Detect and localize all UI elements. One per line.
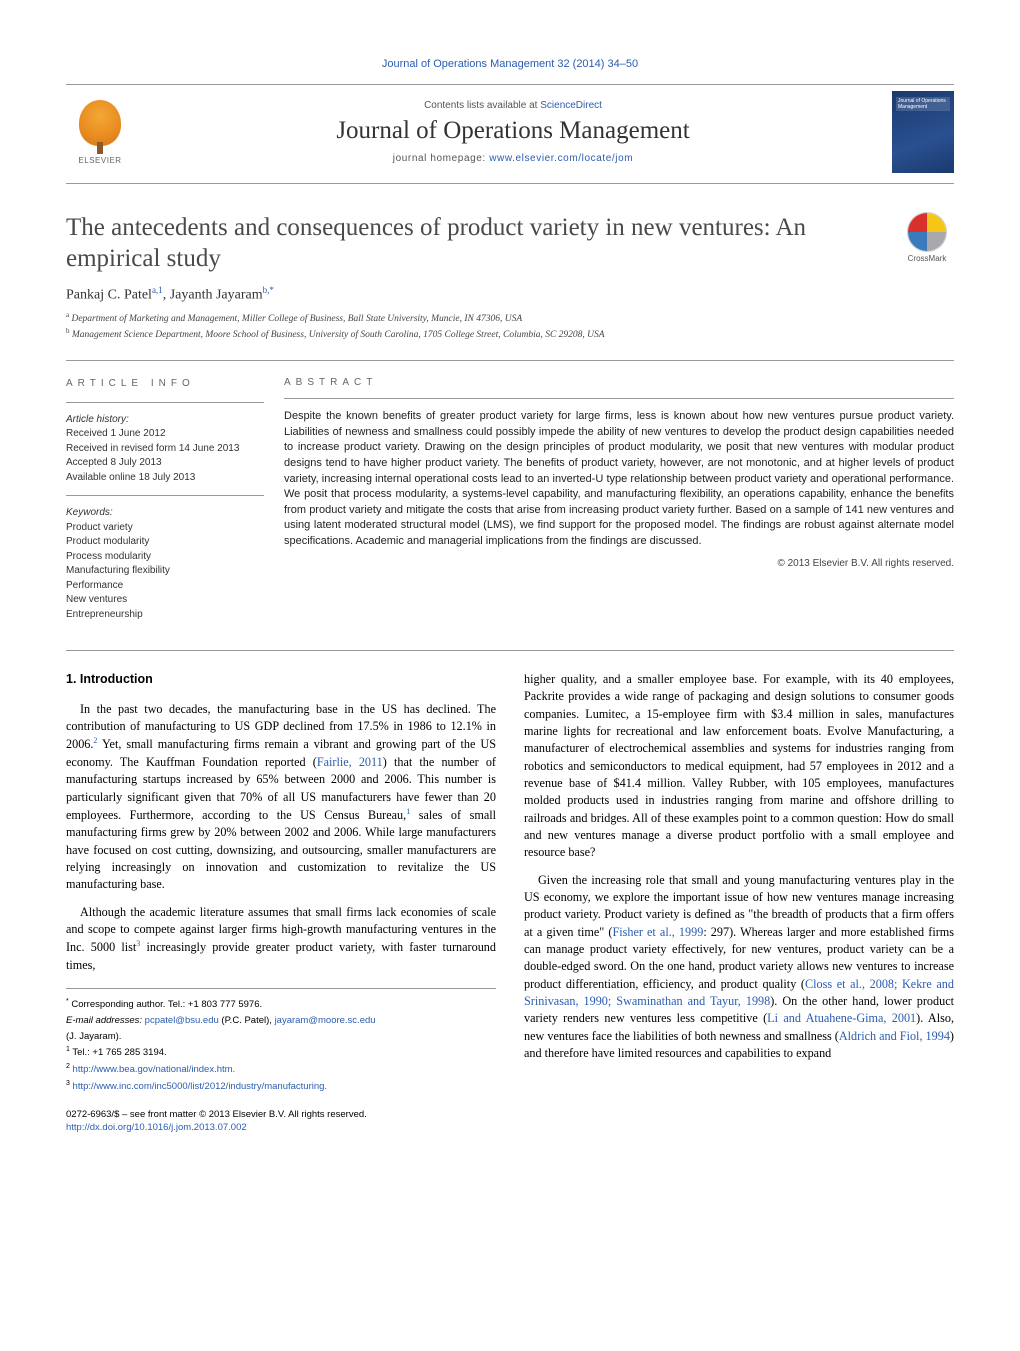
title-block: The antecedents and consequences of prod…: [66, 212, 880, 275]
footnotes: * Corresponding author. Tel.: +1 803 777…: [66, 988, 496, 1094]
article-title: The antecedents and consequences of prod…: [66, 212, 880, 275]
contents-prefix: Contents lists available at: [424, 100, 540, 111]
history-3: Available online 18 July 2013: [66, 471, 264, 486]
keyword-3: Manufacturing flexibility: [66, 564, 264, 579]
contents-center: Contents lists available at ScienceDirec…: [148, 100, 878, 164]
history-label: Article history:: [66, 413, 264, 428]
publisher-name: ELSEVIER: [78, 156, 121, 165]
section-heading: 1. Introduction: [66, 671, 496, 689]
fn-2: 2 http://www.bea.gov/national/index.htm.: [66, 1062, 496, 1077]
fn-1: 1 Tel.: +1 765 285 3194.: [66, 1045, 496, 1060]
cover-text: Journal of Operations Management: [898, 99, 954, 110]
body-col-right: higher quality, and a smaller employee b…: [524, 671, 954, 1135]
abstract-text: Despite the known benefits of greater pr…: [284, 409, 954, 549]
keyword-6: Entrepreneurship: [66, 608, 264, 623]
fn-email2-who: (J. Jayaram).: [66, 1030, 496, 1044]
affiliation-a: a Department of Marketing and Management…: [66, 311, 954, 326]
journal-name: Journal of Operations Management: [148, 117, 878, 145]
crossmark-icon: [907, 212, 947, 252]
body-para-r1: Given the increasing role that small and…: [524, 872, 954, 1063]
keyword-0: Product variety: [66, 521, 264, 536]
body-para-r0: higher quality, and a smaller employee b…: [524, 671, 954, 862]
fn-emails: E-mail addresses: pcpatel@bsu.edu (P.C. …: [66, 1014, 496, 1028]
keywords-label: Keywords:: [66, 506, 264, 521]
affiliation-b: b Management Science Department, Moore S…: [66, 327, 954, 342]
abstract-column: abstract Despite the known benefits of g…: [284, 377, 954, 622]
body-para-l0: In the past two decades, the manufacturi…: [66, 701, 496, 894]
fn-corr: * Corresponding author. Tel.: +1 803 777…: [66, 997, 496, 1012]
history-0: Received 1 June 2012: [66, 427, 264, 442]
sciencedirect-link[interactable]: ScienceDirect: [540, 100, 602, 111]
page: Journal of Operations Management 32 (201…: [0, 0, 1020, 1175]
article-info-label: article info: [66, 377, 264, 392]
abstract-label: abstract: [284, 377, 954, 388]
contents-line: Contents lists available at ScienceDirec…: [148, 100, 878, 111]
journal-cover-thumbnail: Journal of Operations Management: [892, 91, 954, 173]
crossmark-label: CrossMark: [900, 254, 954, 263]
keyword-4: Performance: [66, 579, 264, 594]
homepage-prefix: journal homepage:: [393, 153, 489, 164]
keyword-5: New ventures: [66, 593, 264, 608]
email-link-2[interactable]: jayaram@moore.sc.edu: [275, 1015, 376, 1026]
body-para-l1: Although the academic literature assumes…: [66, 904, 496, 974]
keyword-1: Product modularity: [66, 535, 264, 550]
title-row: The antecedents and consequences of prod…: [66, 212, 954, 275]
abstract-copyright: © 2013 Elsevier B.V. All rights reserved…: [284, 558, 954, 569]
affiliations: a Department of Marketing and Management…: [66, 311, 954, 342]
crossmark-badge[interactable]: CrossMark: [900, 212, 954, 263]
elsevier-tree-icon: [79, 100, 121, 146]
article-info: article info Article history: Received 1…: [66, 377, 284, 622]
keyword-2: Process modularity: [66, 550, 264, 565]
history-1: Received in revised form 14 June 2013: [66, 442, 264, 457]
doi-link[interactable]: http://dx.doi.org/10.1016/j.jom.2013.07.…: [66, 1122, 247, 1133]
body-col-left: 1. Introduction In the past two decades,…: [66, 671, 496, 1135]
body-columns: 1. Introduction In the past two decades,…: [66, 650, 954, 1135]
bottom-bar: 0272-6963/$ – see front matter © 2013 El…: [66, 1108, 496, 1135]
history-2: Accepted 8 July 2013: [66, 456, 264, 471]
homepage-line: journal homepage: www.elsevier.com/locat…: [148, 153, 878, 164]
fn3-link[interactable]: http://www.inc.com/inc5000/list/2012/ind…: [73, 1081, 328, 1092]
fn2-link[interactable]: http://www.bea.gov/national/index.htm.: [73, 1064, 236, 1075]
front-matter: 0272-6963/$ – see front matter © 2013 El…: [66, 1108, 496, 1121]
fn-3: 3 http://www.inc.com/inc5000/list/2012/i…: [66, 1079, 496, 1094]
contents-bar: ELSEVIER Contents lists available at Sci…: [66, 84, 954, 184]
authors: Pankaj C. Patela,1, Jayanth Jayaramb,*: [66, 285, 954, 304]
homepage-link[interactable]: www.elsevier.com/locate/jom: [489, 153, 633, 164]
journal-ref-header: Journal of Operations Management 32 (201…: [66, 58, 954, 70]
publisher-logo: ELSEVIER: [66, 94, 134, 170]
info-abstract-row: article info Article history: Received 1…: [66, 360, 954, 622]
email-link-1[interactable]: pcpatel@bsu.edu: [145, 1015, 219, 1026]
